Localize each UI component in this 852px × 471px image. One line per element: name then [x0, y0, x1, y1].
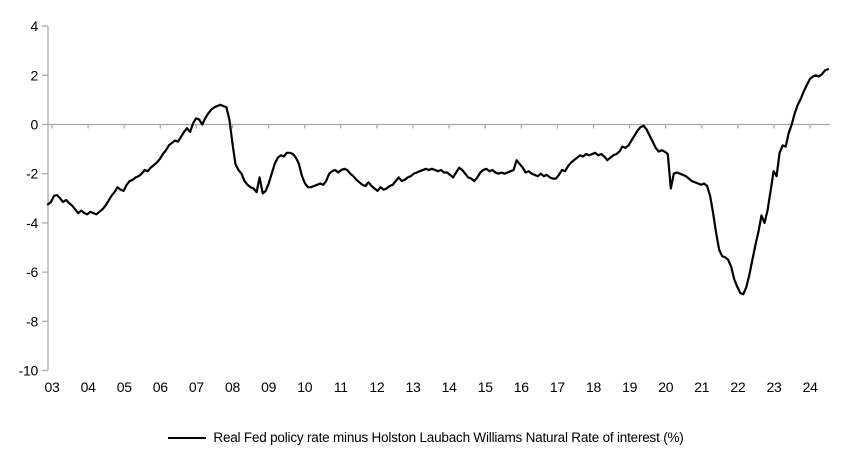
svg-text:-6: -6 — [26, 264, 38, 280]
svg-text:04: 04 — [81, 379, 96, 395]
svg-text:08: 08 — [225, 379, 240, 395]
svg-text:24: 24 — [803, 379, 818, 395]
svg-text:17: 17 — [550, 379, 565, 395]
svg-text:-2: -2 — [26, 166, 38, 182]
svg-text:2: 2 — [31, 67, 39, 83]
legend-label: Real Fed policy rate minus Holston Lauba… — [213, 430, 684, 445]
svg-text:-10: -10 — [19, 363, 39, 379]
svg-text:12: 12 — [369, 379, 384, 395]
svg-text:05: 05 — [117, 379, 132, 395]
svg-text:18: 18 — [586, 379, 601, 395]
svg-text:06: 06 — [153, 379, 168, 395]
svg-text:22: 22 — [730, 379, 745, 395]
svg-text:0: 0 — [31, 117, 39, 133]
data-series-line — [46, 68, 830, 296]
svg-text:09: 09 — [261, 379, 276, 395]
svg-text:13: 13 — [406, 379, 421, 395]
axes — [42, 25, 830, 372]
svg-text:23: 23 — [767, 379, 782, 395]
legend-line-icon — [168, 436, 207, 439]
svg-text:20: 20 — [658, 379, 673, 395]
svg-text:-4: -4 — [26, 215, 38, 231]
legend: Real Fed policy rate minus Holston Lauba… — [0, 430, 852, 445]
svg-text:21: 21 — [694, 379, 709, 395]
svg-text:-8: -8 — [26, 313, 38, 329]
svg-text:15: 15 — [478, 379, 493, 395]
svg-text:4: 4 — [31, 18, 39, 34]
svg-text:03: 03 — [45, 379, 60, 395]
svg-text:16: 16 — [514, 379, 529, 395]
svg-text:11: 11 — [334, 379, 348, 395]
svg-text:07: 07 — [189, 379, 204, 395]
svg-text:14: 14 — [442, 379, 457, 395]
svg-text:19: 19 — [622, 379, 637, 395]
svg-text:10: 10 — [297, 379, 312, 395]
